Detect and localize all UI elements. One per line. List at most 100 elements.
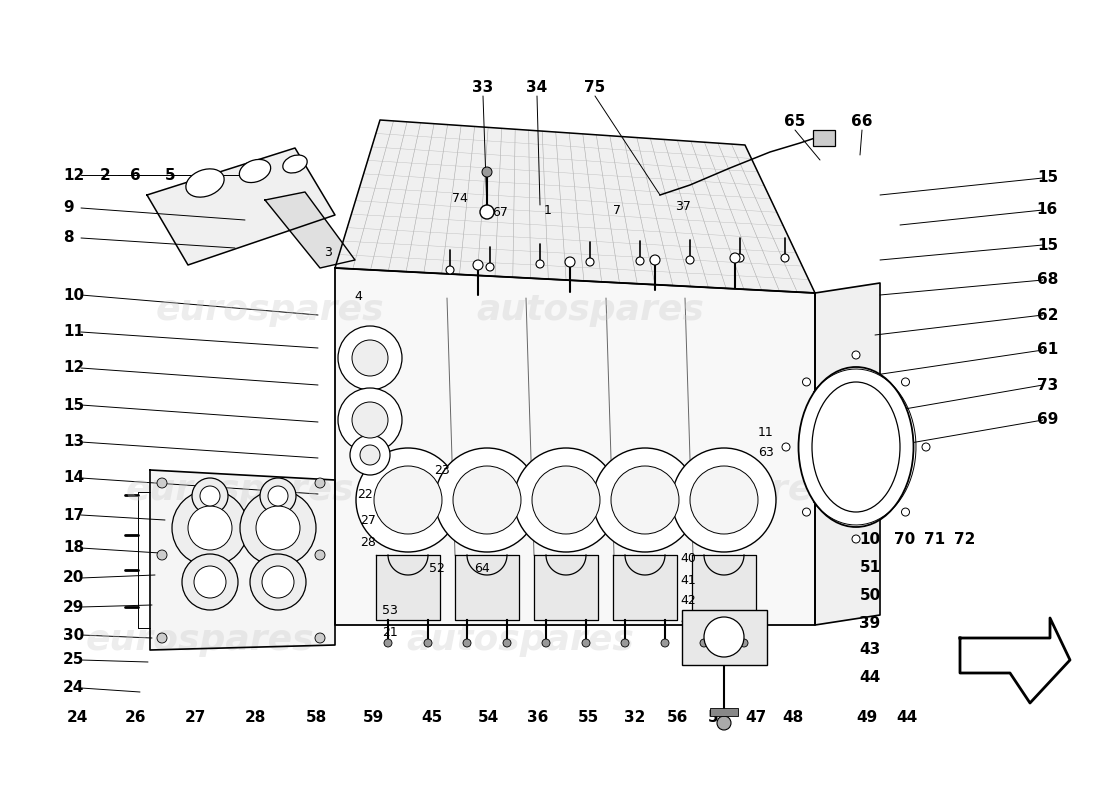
Circle shape [686,256,694,264]
Text: 39: 39 [859,615,881,630]
Text: 28: 28 [244,710,266,726]
Text: 43: 43 [859,642,881,658]
Text: 60: 60 [569,506,585,518]
Text: 10: 10 [859,533,881,547]
Circle shape [586,258,594,266]
Text: 8: 8 [63,230,74,246]
Text: 54: 54 [477,710,498,726]
Circle shape [482,167,492,177]
Circle shape [730,253,740,263]
Text: 14: 14 [63,470,84,486]
Text: 25: 25 [63,653,85,667]
Circle shape [192,478,228,514]
Circle shape [188,506,232,550]
Text: 5: 5 [165,167,176,182]
Text: 73: 73 [1036,378,1058,393]
Text: 16: 16 [352,371,367,385]
Text: 23: 23 [434,463,450,477]
Text: 63: 63 [758,446,774,459]
Circle shape [922,443,930,451]
Circle shape [315,478,324,488]
Polygon shape [150,470,336,650]
Text: 48: 48 [782,710,804,726]
Circle shape [593,448,697,552]
Circle shape [480,205,494,219]
Text: 27: 27 [185,710,206,726]
Circle shape [700,639,708,647]
Bar [682,610,767,665]
Text: 31: 31 [614,506,630,518]
Text: 15: 15 [63,398,84,413]
Circle shape [803,508,811,516]
Circle shape [852,351,860,359]
Text: 17: 17 [63,507,84,522]
Text: 36: 36 [527,710,549,726]
Text: eurospares: eurospares [86,623,315,657]
Circle shape [463,639,471,647]
Circle shape [486,263,494,271]
Text: 46: 46 [680,614,696,627]
Circle shape [542,639,550,647]
Circle shape [690,466,758,534]
Text: 69: 69 [1036,413,1058,427]
Circle shape [424,639,432,647]
Polygon shape [455,555,519,620]
Text: 50: 50 [859,589,881,603]
Text: 52: 52 [429,562,444,574]
Text: 13: 13 [63,434,84,450]
Circle shape [157,550,167,560]
Circle shape [782,443,790,451]
Text: 74: 74 [452,191,468,205]
Text: 19: 19 [358,457,373,470]
Circle shape [352,402,388,438]
Bar [813,130,835,146]
Text: 11: 11 [63,325,84,339]
Text: 68: 68 [1036,273,1058,287]
Ellipse shape [799,367,913,527]
Text: 24: 24 [66,710,88,726]
Polygon shape [815,283,880,625]
Text: eurospares: eurospares [125,473,354,507]
Circle shape [902,378,910,386]
Circle shape [194,566,226,598]
Text: 1: 1 [544,203,552,217]
Text: 72: 72 [955,533,976,547]
Text: 62: 62 [1036,307,1058,322]
Text: 53: 53 [382,603,398,617]
Text: 24: 24 [63,681,85,695]
Text: 37: 37 [675,201,691,214]
Circle shape [157,633,167,643]
Circle shape [268,486,288,506]
Circle shape [536,260,544,268]
Text: 55: 55 [578,710,598,726]
Text: 75: 75 [584,81,606,95]
Polygon shape [336,120,815,293]
Text: 7: 7 [613,203,621,217]
Ellipse shape [186,169,224,197]
Polygon shape [147,148,336,265]
Circle shape [453,466,521,534]
Circle shape [182,554,238,610]
Circle shape [473,260,483,270]
Text: 12: 12 [63,361,85,375]
Circle shape [446,266,454,274]
Text: 71: 71 [924,533,946,547]
Circle shape [650,255,660,265]
Circle shape [384,639,392,647]
Text: 3: 3 [324,246,332,258]
Text: 4: 4 [354,290,362,302]
Circle shape [736,254,744,262]
Text: 15: 15 [1037,170,1058,186]
Ellipse shape [240,159,271,182]
Text: 2: 2 [100,167,111,182]
Text: 65: 65 [784,114,805,130]
Text: 34: 34 [527,81,548,95]
Circle shape [338,326,402,390]
Circle shape [352,340,388,376]
Ellipse shape [812,382,900,512]
Text: 57: 57 [707,710,728,726]
Circle shape [256,506,300,550]
Circle shape [350,435,390,475]
Text: 44: 44 [859,670,881,686]
Circle shape [360,445,379,465]
